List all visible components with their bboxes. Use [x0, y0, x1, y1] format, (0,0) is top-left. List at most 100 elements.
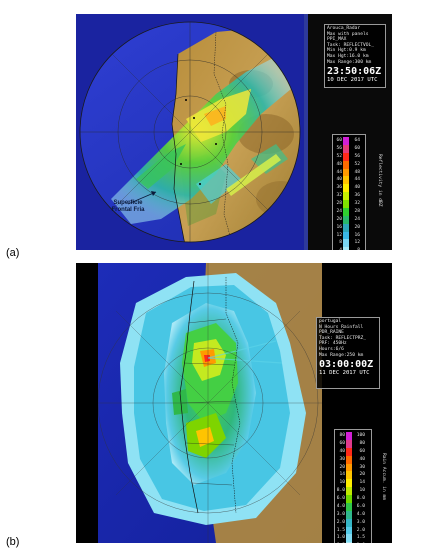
info-line: N Hours Rainfall [319, 324, 364, 330]
legend-swatch [346, 439, 352, 448]
legend-swatch [343, 231, 349, 240]
legend-row: 28 32 [333, 200, 365, 208]
legend-swatch [343, 200, 349, 208]
info-line: Task: REFLECTPRZ_ [319, 335, 367, 341]
legend-swatch [346, 502, 352, 511]
legend-row: 8 12 [333, 239, 365, 248]
legend-value-low: 2.0 [336, 519, 345, 525]
legend-value-low: 20 [339, 464, 345, 470]
legend-row: 16 20 [333, 223, 365, 232]
legend-swatch [343, 168, 349, 177]
legend-value-high: 44 [354, 177, 360, 183]
legend-value-high: 40 [354, 185, 360, 191]
legend-value-high: 40 [359, 456, 365, 462]
legend-row: 3.0 4.0 [335, 510, 371, 519]
legend-swatch [346, 471, 352, 480]
legend-swatch [346, 487, 352, 495]
legend-value-low: 6.0 [336, 496, 345, 501]
legend-swatch [343, 176, 349, 185]
radar-time-a: 23:50:06Z [327, 66, 382, 78]
legend-swatch [343, 192, 349, 200]
legend-value-low: 20 [336, 216, 342, 222]
legend-swatch [343, 144, 349, 153]
legend-value-low: 16 [336, 224, 342, 230]
legend-value-high: 24 [354, 216, 360, 222]
radar-panel-a: Superfície Frontal Fria Arouca_Radar Max… [76, 14, 392, 250]
legend-value-high: 100 [356, 433, 365, 438]
legend-value-low: 56 [336, 145, 342, 151]
color-legend-b: 80 100 60 80 40 60 30 40 20 30 14 20 10 14 8.0 10 6.0 8.0… [334, 429, 372, 543]
cold-front-label: Superfície Frontal Fria [102, 200, 154, 214]
legend-value-high: 52 [354, 161, 360, 167]
info-line: Arouca_Radar [327, 26, 361, 31]
legend-value-high: 64 [354, 138, 360, 143]
legend-value-high: 36 [354, 193, 360, 199]
info-line: PRF: 450Hz [319, 341, 347, 347]
legend-value-low: 44 [336, 169, 342, 175]
legend-swatch [346, 542, 352, 543]
legend-row: 4.0 6.0 [335, 502, 371, 511]
legend-row: 20 30 [335, 463, 371, 472]
legend-value-high: 60 [354, 145, 360, 151]
legend-row: 12 16 [333, 231, 365, 240]
radar-time-b: 03:00:00Z [319, 359, 374, 371]
legend-value-low: 28 [336, 201, 342, 206]
legend-value-high: 12 [354, 240, 360, 246]
legend-value-high: 8 [350, 247, 360, 250]
radar-date-a: 10 DEC 2017 UTC [327, 77, 378, 84]
legend-value-high: 28 [354, 208, 360, 214]
legend-value-low: 60 [339, 440, 345, 446]
legend-value-high: 3.0 [356, 519, 365, 525]
legend-swatch [343, 152, 349, 161]
legend-row: 8.0 10 [335, 487, 371, 495]
legend-swatch [346, 479, 352, 488]
legend-value-high: 20 [354, 224, 360, 230]
info-line: Max Range:300 km [327, 59, 372, 65]
legend-row: 40 60 [335, 447, 371, 456]
legend-swatch [346, 447, 352, 456]
legend-value-low: 4.0 [336, 503, 345, 509]
legend-value-low: 40 [336, 177, 342, 183]
legend-value-high: 48 [354, 169, 360, 175]
info-line: Hours:6/6 [319, 346, 344, 352]
legend-value-high: 10 [359, 488, 365, 494]
radar-info-box-b: portugal N Hours Rainfall PDR_RAINE Task… [316, 317, 380, 389]
radar-info-box-a: Arouca_Radar Max with panels PPI_MAX Tas… [324, 24, 386, 88]
info-line: Max Range:250 km [319, 352, 364, 358]
legend-row: 80 100 [335, 432, 371, 440]
legend-value-low: 30 [339, 456, 345, 462]
legend-row: 1.5 2.0 [335, 526, 371, 535]
legend-row: 2.0 3.0 [335, 518, 371, 527]
legend-swatch [343, 223, 349, 232]
legend-swatch [343, 137, 349, 145]
legend-value-high: 56 [354, 153, 360, 159]
legend-value-low: 8 [339, 240, 342, 246]
legend-value-low: 12 [336, 232, 342, 238]
legend-row: 14 20 [335, 471, 371, 480]
legend-value-high: 16 [354, 232, 360, 238]
legend-value-high: 14 [359, 480, 365, 486]
legend-value-low: 48 [336, 161, 342, 167]
legend-row: 36 40 [333, 184, 365, 193]
legend-value-low: 40 [339, 448, 345, 454]
legend-value-low: 36 [336, 185, 342, 191]
legend-row: 30 40 [335, 455, 371, 464]
legend-value-high: 20 [359, 472, 365, 478]
legend-row: 1.0 1.5 [335, 534, 371, 543]
info-line: Min Hgt:0.9 km [327, 48, 366, 54]
legend-swatch [346, 518, 352, 527]
legend-row: 56 60 [333, 144, 365, 153]
legend-unit-b: Rain Accum. in mm [381, 453, 386, 501]
legend-value-low: 8.0 [336, 488, 345, 494]
legend-row: 44 48 [333, 168, 365, 177]
legend-value-high: 30 [359, 464, 365, 470]
info-line: PDR_RAINE [319, 330, 344, 336]
legend-row: 48 52 [333, 160, 365, 169]
figure-label-b: (b) [6, 536, 20, 548]
legend-row: 20 24 [333, 215, 365, 224]
legend-value-low: 1.5 [336, 527, 345, 533]
legend-value-high: 1.5 [356, 535, 365, 541]
legend-swatch [346, 432, 352, 440]
legend-row: 40 44 [333, 176, 365, 185]
legend-value-high: 60 [359, 448, 365, 454]
